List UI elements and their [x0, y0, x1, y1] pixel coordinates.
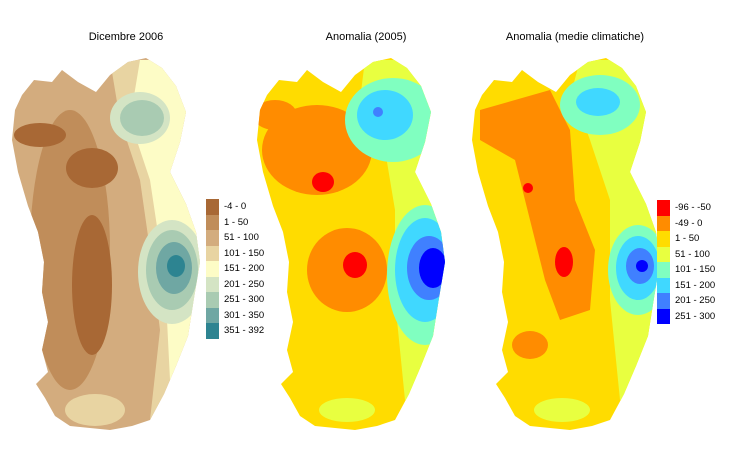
map3-legend-row: -96 - -50: [657, 200, 715, 216]
map1-legend-row: 151 - 200: [206, 261, 264, 277]
map3-title: Anomalia (medie climatiche): [505, 31, 645, 43]
map1-legend-row: 251 - 300: [206, 292, 264, 308]
map3-legend-swatch: [657, 200, 670, 216]
map1-legend-row: 1 - 50: [206, 214, 264, 230]
map1-legend-label: 1 - 50: [224, 216, 249, 228]
map1-legend-label: 251 - 300: [224, 294, 265, 306]
map1-legend-label: -4 - 0: [224, 201, 247, 213]
map3-legend-row: 101 - 150: [657, 262, 715, 278]
map1-legend-label: 201 - 250: [224, 278, 265, 290]
map3-legend-label: 251 - 300: [675, 310, 716, 322]
map1-legend-row: 351 - 392: [206, 323, 264, 339]
map3-legend-label: 201 - 250: [675, 295, 716, 307]
map3-legend-row: 151 - 200: [657, 277, 716, 293]
map3-legend-label: -96 - -50: [675, 202, 711, 214]
map3-legend-swatch: [657, 277, 670, 293]
map1-legend-label: 101 - 150: [224, 247, 265, 259]
map3-legend-row: 201 - 250: [657, 293, 715, 309]
map3-legend-swatch: [657, 308, 670, 324]
map3-legend-swatch: [657, 231, 670, 247]
map1-sardinia: [12, 58, 200, 430]
map3-legend-swatch: [657, 293, 670, 309]
map1-legend-swatch: [206, 276, 219, 292]
map3-legend: -96 - -50 -49 - 0 1 - 50 51 - 100 101 - 150 1…: [657, 200, 715, 324]
map3-legend-label: 101 - 150: [675, 264, 716, 276]
map1-legend-swatch: [206, 292, 219, 308]
map1-legend-label: 301 - 350: [224, 309, 265, 321]
map1-legend-row: -4 - 0: [206, 199, 264, 215]
map3-legend-row: 1 - 50: [657, 231, 715, 247]
map1-legend-swatch: [206, 214, 219, 230]
map1-legend: -4 - 0 1 - 50 51 - 100 101 - 150 151 - 200 20…: [206, 199, 264, 339]
map2-title: Anomalia (2005): [325, 31, 407, 43]
map1-legend-row: 201 - 250: [206, 276, 265, 292]
map1-legend-swatch: [206, 245, 219, 261]
map3-legend-row: 51 - 100: [657, 246, 715, 262]
map3-legend-swatch: [657, 246, 670, 262]
map3-legend-row: 251 - 300: [657, 308, 716, 324]
map1-legend-row: 51 - 100: [206, 230, 264, 246]
map1-legend-swatch: [206, 230, 219, 246]
map1-legend-label: 151 - 200: [224, 263, 265, 275]
map1-legend-row: 301 - 350: [206, 307, 265, 323]
map3-legend-label: 51 - 100: [675, 248, 710, 260]
map1-legend-label: 51 - 100: [224, 232, 259, 244]
map3-legend-row: -49 - 0: [657, 215, 715, 231]
map1-legend-swatch: [206, 199, 219, 215]
map1-legend-label: 351 - 392: [224, 325, 265, 337]
map1-legend-row: 101 - 150: [206, 245, 265, 261]
map1-legend-swatch: [206, 323, 219, 339]
map1-legend-swatch: [206, 261, 219, 277]
map3-legend-label: 1 - 50: [675, 233, 700, 245]
map3-legend-label: -49 - 0: [675, 217, 703, 229]
map2-sardinia: [257, 58, 445, 430]
map1-title: Dicembre 2006: [88, 31, 164, 43]
map3-legend-swatch: [657, 215, 670, 231]
map1-legend-swatch: [206, 307, 219, 323]
map3-sardinia: [472, 58, 660, 430]
map3-legend-label: 151 - 200: [675, 279, 716, 291]
map3-legend-swatch: [657, 262, 670, 278]
